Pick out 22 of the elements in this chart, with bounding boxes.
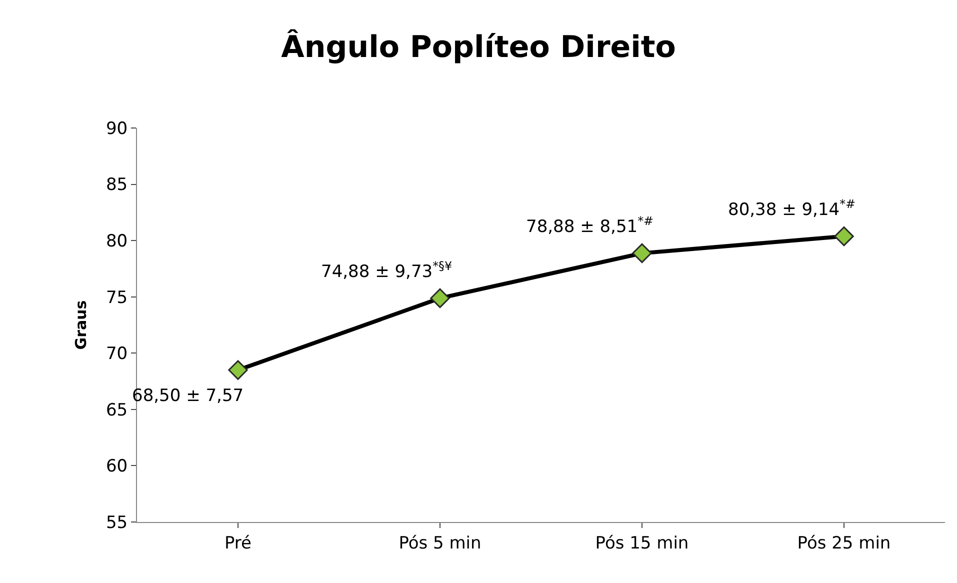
y-tick-label: 80	[106, 232, 128, 252]
y-axis-title: Graus	[72, 300, 90, 350]
data-label: 80,38 ± 9,14$^{*#}$	[728, 197, 856, 220]
y-tick-label: 90	[106, 118, 128, 139]
chart-title: Ângulo Poplíteo Direito	[281, 29, 676, 66]
x-tick-label: Pós 5 min	[398, 533, 482, 554]
data-label: 74,88 ± 9,73$^{*§¥}$	[321, 259, 452, 282]
y-tick-label: 75	[106, 288, 128, 308]
point	[834, 226, 854, 246]
y-tick-label: 70	[106, 344, 128, 364]
x-tick-label: Pós 25 min	[797, 533, 891, 554]
y-tick-label: 60	[106, 456, 128, 477]
x-tick-label: Pós 15 min	[595, 533, 689, 554]
data-label: 78,88 ± 8,51$^{*#}$	[526, 214, 654, 238]
point	[430, 288, 450, 308]
point	[228, 360, 248, 380]
data-label: 68,50 ± 7,57	[132, 386, 244, 406]
y-tick-label: 65	[106, 400, 128, 420]
y-tick-label: 85	[106, 175, 128, 196]
x-tick-label: Pré	[224, 533, 252, 554]
y-tick-label: 55	[106, 512, 128, 533]
point	[632, 243, 652, 264]
